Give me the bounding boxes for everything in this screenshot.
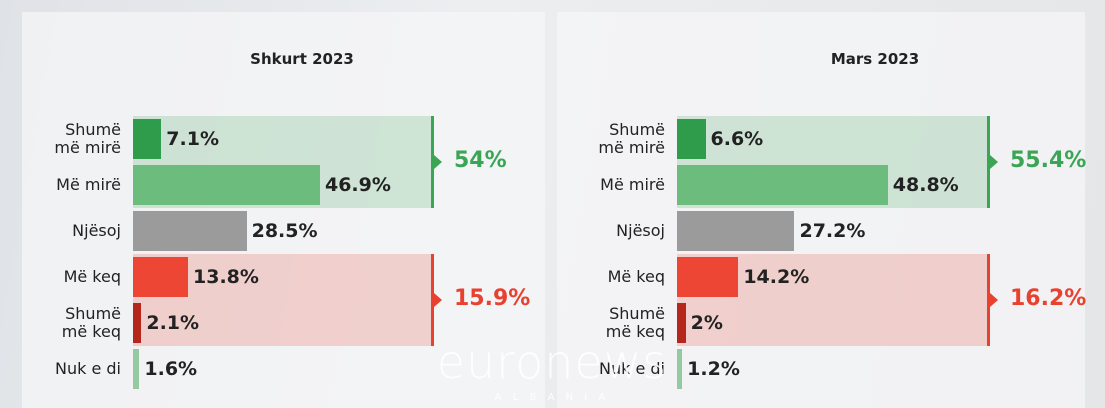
bar: [133, 119, 162, 159]
bar: [133, 257, 189, 297]
bar: [677, 165, 888, 205]
bar: [133, 349, 140, 389]
group-label: 16.2%: [1010, 286, 1087, 311]
bar: [133, 165, 320, 205]
value-label: 2%: [690, 312, 723, 334]
logo: euronews: [436, 335, 668, 389]
chart-title: Mars 2023: [830, 50, 920, 68]
bar: [133, 211, 247, 251]
group-bracket: [987, 116, 990, 208]
group-label: 15.9%: [454, 286, 531, 311]
category-label: Më keq: [63, 267, 121, 286]
category-label: Njësoj: [72, 221, 121, 240]
bar: [677, 349, 683, 389]
category-label: Më keq: [607, 267, 665, 286]
logo-subtitle: A L B A N I A: [494, 392, 610, 403]
value-label: 1.2%: [687, 358, 740, 380]
value-label: 2.1%: [146, 312, 200, 334]
value-label: 6.6%: [710, 128, 764, 150]
category-label: Shumë më keq: [605, 304, 665, 341]
group-label: 55.4%: [1010, 148, 1087, 173]
category-label: Shumë më keq: [61, 304, 121, 341]
category-label: Shumë më mirë: [54, 120, 121, 157]
panel: [557, 12, 1085, 408]
bracket-arrow: [990, 293, 998, 307]
chart-title: Shkurt 2023: [250, 50, 354, 68]
value-label: 27.2%: [799, 220, 866, 242]
value-label: 28.5%: [251, 220, 318, 242]
value-label: 14.2%: [743, 266, 810, 288]
value-label: 46.9%: [324, 174, 391, 196]
value-label: 1.6%: [144, 358, 198, 380]
category-label: Nuk e di: [55, 359, 121, 378]
value-label: 7.1%: [166, 128, 219, 150]
group-bracket: [987, 254, 990, 346]
bar: [677, 211, 795, 251]
bar: [677, 119, 706, 159]
category-label: Shumë më mirë: [598, 120, 665, 157]
category-label: Njësoj: [616, 221, 665, 240]
bar: [677, 303, 686, 343]
bar: [133, 303, 142, 343]
value-label: 48.8%: [892, 174, 959, 196]
bracket-arrow: [434, 155, 442, 169]
group-bracket: [431, 254, 434, 346]
category-label: Më mirë: [56, 175, 121, 194]
bracket-arrow: [434, 293, 442, 307]
value-label: 13.8%: [193, 266, 259, 288]
group-bracket: [431, 116, 434, 208]
category-label: Më mirë: [600, 175, 665, 194]
bracket-arrow: [990, 155, 998, 169]
category-label: Nuk e di: [599, 359, 665, 378]
bar: [677, 257, 739, 297]
group-label: 54%: [454, 148, 507, 173]
panel: [22, 12, 545, 408]
